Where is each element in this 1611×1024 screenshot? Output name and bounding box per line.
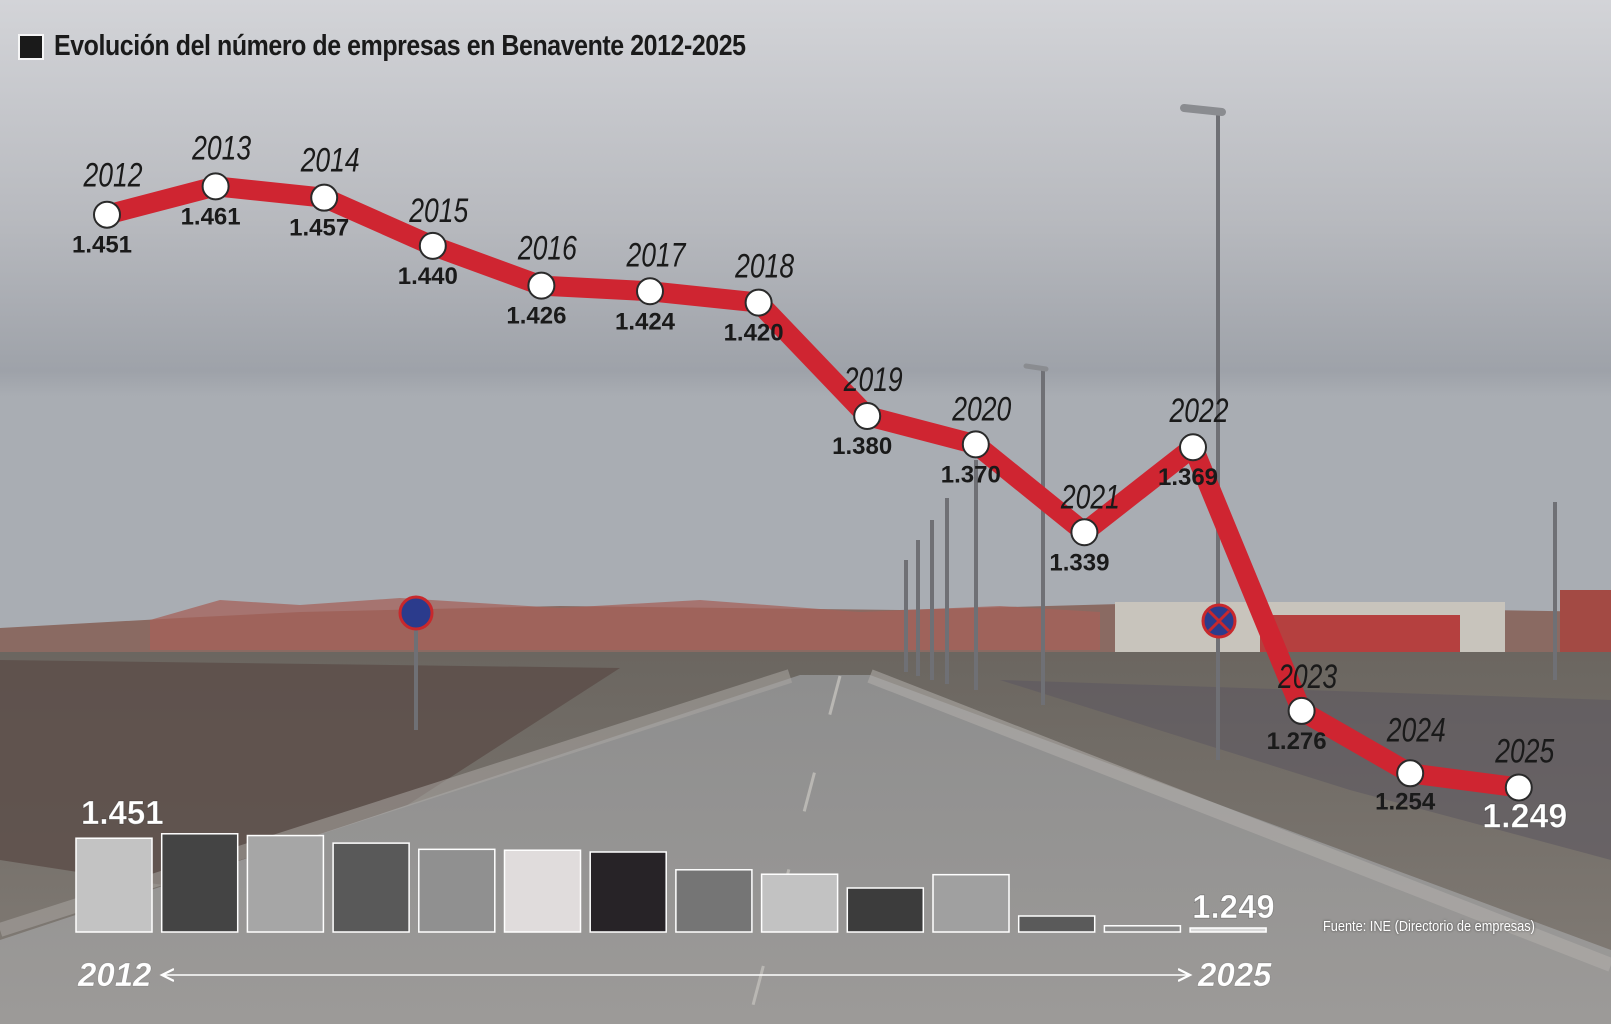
bar-1: [160, 833, 239, 933]
year-label-2014: 2014: [300, 142, 360, 180]
axis-start-label: 2012: [77, 956, 152, 993]
value-label-2023: 1.276: [1267, 728, 1327, 755]
value-label-2022: 1.369: [1158, 464, 1218, 491]
bar-12: [1103, 925, 1182, 933]
series-line: [97, 176, 1529, 798]
value-label-2024: 1.254: [1375, 788, 1436, 815]
value-label-2019: 1.380: [832, 433, 892, 460]
year-label-2016: 2016: [517, 229, 577, 267]
data-point-2022: [1179, 433, 1207, 462]
title-square-icon: [20, 35, 42, 58]
bar-2: [246, 834, 325, 933]
bar-10: [932, 873, 1010, 933]
year-label-2019: 2019: [843, 361, 903, 399]
data-point-2024: [1396, 759, 1425, 788]
year-label-2023: 2023: [1277, 658, 1337, 696]
chart-title: Evolución del número de empresas en Bena…: [20, 30, 858, 63]
value-label-2013: 1.461: [181, 203, 241, 230]
data-point-2019: [853, 402, 882, 431]
value-label-2012: 1.451: [72, 232, 132, 259]
value-label-2014: 1.457: [289, 215, 349, 242]
data-point-2015: [418, 231, 447, 260]
data-point-2018: [744, 288, 773, 317]
value-label-2015: 1.440: [398, 263, 458, 290]
year-label-2012: 2012: [83, 157, 143, 195]
value-label-2025: 1.249: [1482, 797, 1567, 835]
bar-13: [1189, 927, 1267, 933]
year-label-2020: 2020: [951, 390, 1011, 428]
data-point-2012: [93, 200, 121, 229]
data-point-2020: [961, 430, 990, 459]
axis-end-label: 2025: [1197, 956, 1272, 993]
year-label-2017: 2017: [626, 236, 687, 274]
data-point-2013: [201, 172, 230, 201]
bar-last-value-label: 1.249: [1192, 888, 1275, 925]
year-label-2015: 2015: [408, 192, 469, 230]
bar-0: [75, 837, 153, 933]
bar-3: [332, 842, 410, 933]
data-point-2017: [636, 277, 664, 306]
bar-11: [1017, 915, 1096, 933]
bar-first-value-label: 1.451: [81, 794, 164, 831]
value-label-2017: 1.424: [615, 308, 676, 335]
bar-axis: 2012 2025: [77, 956, 1273, 994]
data-point-2014: [310, 183, 339, 212]
value-label-2016: 1.426: [506, 303, 566, 330]
year-label-2024: 2024: [1386, 711, 1446, 749]
title-text: Evolución del número de empresas en Bena…: [54, 30, 746, 62]
bar-chart: 1.451 1.249: [75, 794, 1275, 933]
value-label-2021: 1.339: [1049, 549, 1109, 576]
year-label-2013: 2013: [191, 129, 251, 167]
data-point-2016: [527, 271, 556, 300]
bar-7: [675, 869, 753, 933]
year-label-2021: 2021: [1060, 478, 1120, 516]
data-point-2021: [1070, 518, 1099, 547]
bar-4: [418, 848, 496, 933]
year-label-2018: 2018: [734, 247, 794, 285]
value-label-2020: 1.370: [941, 461, 1001, 488]
source-note: Fuente: INE (Directorio de empresas): [1323, 918, 1535, 935]
year-label-2025: 2025: [1494, 732, 1555, 770]
data-point-2025: [1504, 773, 1533, 802]
bar-9: [846, 887, 925, 933]
bar-8: [760, 873, 839, 933]
line-chart: 2012 1.451 2013 1.461 2014 1.457 2015 1.440 2016…: [72, 129, 1568, 836]
data-point-2023: [1287, 696, 1316, 725]
bar-6: [589, 851, 667, 933]
year-label-2022: 2022: [1169, 392, 1229, 430]
value-label-2018: 1.420: [724, 320, 784, 347]
bar-5: [503, 849, 582, 933]
